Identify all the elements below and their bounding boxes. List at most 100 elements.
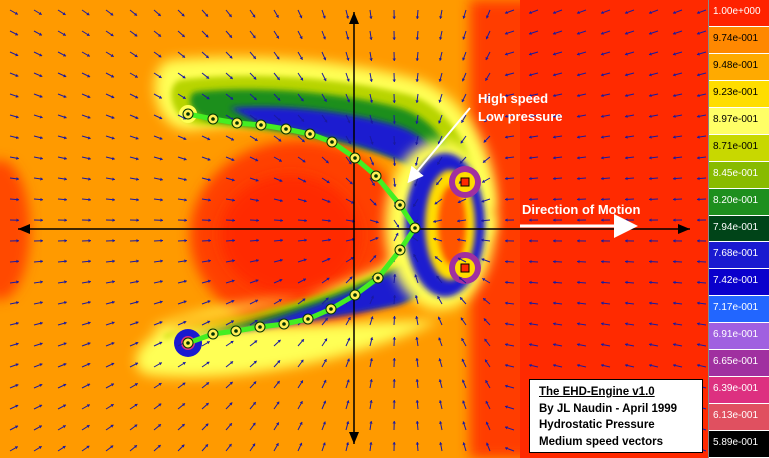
vector-arrowhead — [350, 200, 354, 204]
vector-arrowhead — [39, 53, 43, 57]
electrode-node-center — [413, 226, 417, 230]
vector-arrowhead — [369, 337, 374, 341]
legend-label: 8.20e-001 — [713, 194, 759, 206]
vector-arrowhead — [182, 403, 185, 407]
vector-arrowhead — [460, 297, 463, 301]
vector-arrowhead — [481, 258, 485, 262]
vector-arrowhead — [228, 423, 232, 427]
vector-arrowhead — [601, 363, 604, 368]
vector-arrowhead — [553, 31, 556, 35]
vector-arrowhead — [278, 299, 282, 303]
vector-arrowhead — [460, 317, 464, 321]
vector-arrowhead — [63, 94, 67, 98]
vector-arrowhead — [15, 321, 19, 326]
vector-arrowhead — [328, 219, 331, 223]
vector-arrowhead — [159, 300, 163, 304]
vector-arrowhead — [231, 299, 235, 303]
vector-arrowhead — [392, 442, 396, 445]
vector-arrowhead — [160, 198, 163, 202]
vector-arrowhead — [505, 218, 508, 222]
vector-arrowhead — [697, 239, 700, 243]
vector-arrowhead — [322, 15, 326, 19]
vector-arrowhead — [256, 198, 259, 202]
vector-arrowhead — [553, 176, 556, 181]
vector-arrowhead — [697, 52, 700, 56]
vector-arrowhead — [253, 76, 257, 80]
vector-arrowhead — [87, 136, 91, 140]
vector-arrowhead — [601, 239, 604, 243]
vector-arrowhead — [87, 74, 91, 78]
vector-arrowhead — [601, 322, 604, 326]
vector-arrowhead — [87, 94, 91, 99]
vector-arrowhead — [158, 362, 162, 366]
legend-entry: 6.13e-001 — [709, 404, 769, 432]
vector-arrowhead — [252, 422, 256, 426]
vector-arrowhead — [625, 343, 628, 347]
vector-arrowhead — [505, 135, 508, 139]
vector-arrowhead — [346, 57, 350, 61]
vector-arrowhead — [347, 120, 351, 124]
annotation-high-speed: High speed — [478, 91, 549, 106]
vector-arrowhead — [392, 379, 396, 382]
vector-arrowhead — [158, 75, 162, 78]
vector-arrowhead — [39, 73, 43, 78]
vector-arrowhead — [529, 363, 532, 368]
vector-arrowhead — [324, 119, 328, 123]
vector-arrowhead — [415, 421, 420, 424]
vector-arrowhead — [413, 203, 417, 207]
vector-arrowhead — [252, 443, 256, 447]
vector-arrowhead — [207, 300, 211, 304]
vector-arrowhead — [601, 301, 604, 305]
vector-arrowhead — [111, 321, 115, 325]
vector-arrowhead — [112, 197, 115, 202]
vector-arrowhead — [64, 300, 67, 305]
vector-arrowhead — [347, 337, 351, 341]
vector-arrowhead — [182, 95, 186, 99]
vector-arrowhead — [323, 98, 327, 102]
vector-arrowhead — [205, 402, 209, 406]
vector-arrowhead — [392, 79, 396, 82]
vector-arrowhead — [415, 121, 419, 124]
vector-arrowhead — [553, 197, 556, 202]
vector-arrowhead — [649, 176, 652, 181]
electrode-node-center — [284, 127, 288, 131]
legend-label: 7.68e-001 — [713, 248, 759, 260]
vector-arrowhead — [345, 15, 350, 19]
vector-arrowhead — [392, 37, 396, 40]
vector-arrowhead — [346, 358, 350, 362]
vector-arrowhead — [86, 404, 90, 408]
vector-arrowhead — [15, 115, 19, 119]
vector-arrowhead — [481, 218, 484, 223]
vector-arrowhead — [276, 380, 280, 384]
vector-arrowhead — [158, 95, 162, 99]
vector-arrowhead — [40, 301, 43, 305]
vector-arrowhead — [16, 177, 19, 181]
vector-arrowhead — [697, 218, 700, 222]
vector-arrowhead — [414, 162, 419, 166]
vector-arrowhead — [529, 156, 532, 160]
vector-arrowhead — [134, 54, 138, 57]
electrode-node-center — [186, 341, 190, 345]
vector-arrowhead — [229, 76, 233, 80]
vector-arrowhead — [459, 277, 463, 281]
vector-arrowhead — [673, 218, 676, 222]
vector-arrowhead — [529, 218, 532, 222]
vector-arrowhead — [437, 316, 441, 320]
vector-arrowhead — [39, 115, 43, 119]
electrode-node-center — [211, 332, 215, 336]
vector-arrowhead — [505, 156, 508, 160]
vector-arrowhead — [277, 360, 281, 364]
vector-arrowhead — [63, 136, 67, 140]
vector-arrowhead — [461, 119, 465, 123]
vector-arrowhead — [40, 218, 43, 222]
vector-arrowhead — [438, 358, 442, 362]
electrode-node-center — [235, 121, 239, 125]
vector-arrowhead — [625, 322, 628, 326]
vector-arrowhead — [505, 31, 508, 35]
vector-arrowhead — [276, 56, 280, 60]
pressure-field-plot: High speed Low pressure Direction of Mot… — [0, 0, 708, 458]
vector-arrowhead — [625, 363, 628, 368]
vector-arrowhead — [159, 136, 163, 140]
vector-arrowhead — [206, 75, 210, 79]
vector-arrowhead — [40, 280, 43, 284]
